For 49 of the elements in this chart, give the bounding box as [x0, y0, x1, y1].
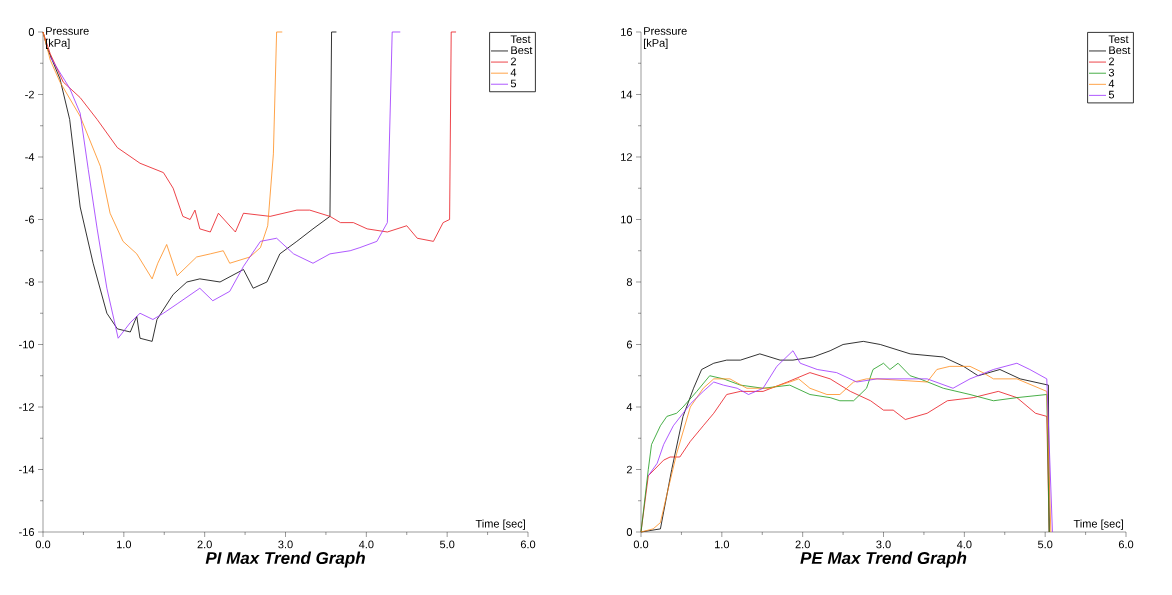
y-tick-label: 0 — [626, 528, 633, 536]
y-tick-label: -12 — [19, 403, 34, 411]
y-axis-title: Pressure [kPa] — [643, 27, 687, 50]
y-axis-title: Pressure [kPa] — [45, 27, 89, 50]
x-tick-label: 1.0 — [117, 540, 132, 549]
legend-label: 2 — [1108, 57, 1114, 66]
legend-label: Best — [1109, 46, 1131, 55]
legend-label: 4 — [1108, 79, 1115, 88]
x-tick-label: 2.0 — [795, 540, 810, 549]
x-tick-label: 3.0 — [876, 540, 891, 549]
x-tick-label: 2.0 — [197, 540, 212, 549]
x-tick-label: 4.0 — [358, 540, 374, 549]
x-tick-label: 6.0 — [520, 540, 536, 549]
legend-label: 5 — [510, 79, 517, 88]
legend-label: 5 — [1108, 90, 1115, 99]
y-tick-label: -6 — [25, 215, 34, 224]
y-tick-label: 14 — [621, 90, 633, 99]
legend-label: 2 — [510, 57, 516, 66]
y-tick-label: 0 — [28, 28, 35, 36]
x-tick-label: 6.0 — [1118, 540, 1134, 549]
x-tick-label: 5.0 — [439, 540, 455, 549]
text: PE Max Trend Graph — [800, 551, 967, 568]
y-tick-label: 8 — [626, 278, 633, 286]
y-tick-label: 6 — [626, 340, 633, 349]
legend-label: Best — [511, 46, 533, 55]
y-tick-label: 12 — [621, 153, 632, 161]
y-tick-label: -2 — [25, 90, 34, 99]
y-tick-label: 4 — [626, 403, 633, 411]
y-tick-label: 16 — [621, 28, 633, 36]
x-tick-label: 1.0 — [715, 540, 730, 549]
text: PI Max Trend Graph — [205, 551, 365, 568]
legend-label: 3 — [1108, 68, 1115, 77]
y-tick-label: -4 — [25, 153, 35, 161]
y-tick-label: 10 — [621, 215, 633, 224]
legend-title: Test — [510, 35, 531, 44]
y-tick-label: -16 — [19, 528, 34, 536]
x-tick-label: 5.0 — [1037, 540, 1053, 549]
legend-label: 4 — [510, 68, 517, 77]
x-tick-label: 4.0 — [956, 540, 972, 549]
x-tick-label: 0.0 — [35, 540, 51, 549]
x-tick-label: 0.0 — [633, 540, 649, 549]
x-axis-title: Time [sec] — [1073, 519, 1124, 530]
y-tick-label: 2 — [626, 465, 632, 474]
y-tick-label: -8 — [25, 278, 34, 286]
y-tick-label: -10 — [19, 340, 35, 349]
legend-title: Test — [1108, 35, 1129, 44]
x-axis-title: Time [sec] — [475, 519, 525, 530]
x-tick-label: 3.0 — [278, 540, 293, 549]
y-tick-label: -14 — [19, 465, 35, 474]
